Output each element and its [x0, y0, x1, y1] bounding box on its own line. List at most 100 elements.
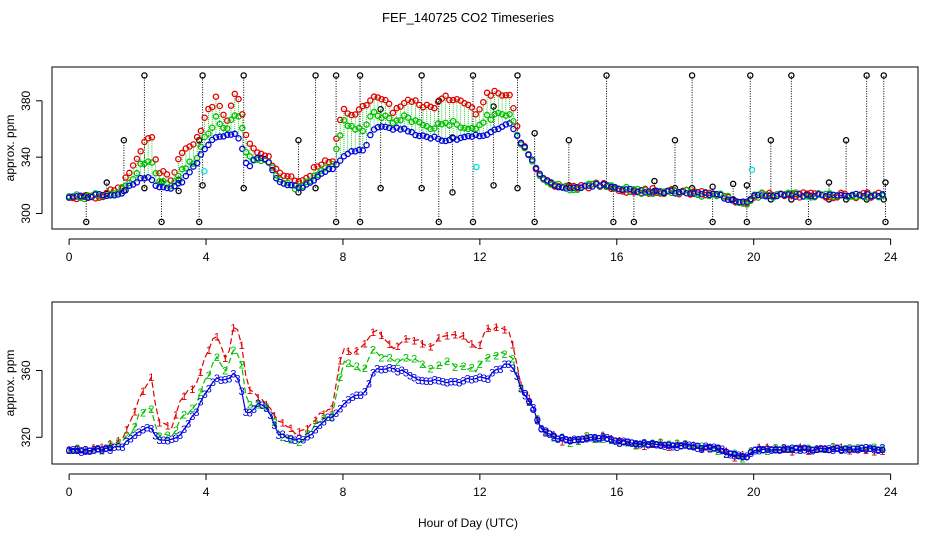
- series-3-marker: 3: [514, 371, 520, 383]
- red-point: [280, 172, 287, 179]
- series-3-circle: [632, 440, 640, 448]
- blue-point: [521, 143, 528, 151]
- series-3-marker: 3: [666, 440, 672, 452]
- black-point: [82, 218, 90, 226]
- green-point: [491, 110, 498, 118]
- blue-point: [536, 170, 544, 178]
- series-3-marker: 3: [337, 403, 343, 415]
- green-point: [363, 121, 370, 128]
- series-3-marker: 3: [267, 410, 273, 422]
- blue-point: [197, 151, 205, 158]
- series-3-marker: 3: [473, 374, 479, 386]
- series-3-marker: 3: [91, 444, 97, 456]
- series-2-marker: 2: [148, 404, 154, 416]
- series-3-marker: 3: [686, 440, 692, 452]
- series-2-marker: 2: [846, 442, 852, 454]
- green-point: [175, 172, 182, 180]
- upper-x-tick-label: 16: [610, 250, 624, 264]
- series-2-marker: 2: [419, 359, 425, 371]
- blue-point: [649, 189, 656, 196]
- series-3-marker: 3: [460, 375, 466, 387]
- series-3-marker: 3: [218, 375, 224, 387]
- series-3-circle: [686, 443, 693, 450]
- series-3-circle: [603, 435, 611, 443]
- blue-point: [675, 188, 683, 196]
- black-point: [332, 72, 340, 79]
- red-point: [608, 185, 615, 193]
- blue-point: [363, 141, 370, 149]
- lower-y-tick-label: 360: [19, 360, 33, 380]
- upper-y-axis-label: approx. ppm: [3, 115, 17, 182]
- black-point: [880, 72, 888, 79]
- series-3-circle: [620, 439, 627, 446]
- series-3-marker: 3: [748, 448, 754, 460]
- green-point: [724, 192, 732, 200]
- red-point: [141, 138, 148, 146]
- red-point: [860, 189, 867, 197]
- green-point: [216, 120, 223, 128]
- series-1-marker: 1: [518, 380, 524, 392]
- series-1-marker: 1: [501, 325, 507, 337]
- series-3-marker: 3: [464, 373, 470, 385]
- lower-x-tick-label: 24: [884, 485, 898, 499]
- series-2-marker: 2: [510, 353, 516, 365]
- blue-point: [604, 182, 611, 189]
- series-3-circle: [755, 445, 763, 453]
- series-3-marker: 3: [436, 376, 442, 388]
- black-point: [418, 72, 425, 79]
- series-3-marker: 3: [727, 449, 733, 461]
- series-3-marker: 3: [448, 376, 454, 388]
- series-3-marker: 3: [358, 390, 364, 402]
- series-1-marker: 1: [263, 399, 269, 411]
- blue-point: [314, 173, 321, 180]
- series-2-marker: 2: [280, 432, 286, 444]
- blue-point: [148, 176, 156, 184]
- series-3-marker: 3: [506, 359, 512, 371]
- series-3-marker: 3: [481, 373, 487, 385]
- blue-point: [641, 189, 649, 196]
- series-1-marker: 1: [797, 442, 803, 454]
- series-1-marker: 1: [411, 336, 417, 348]
- series-3-marker: 3: [395, 367, 401, 379]
- series-2-marker: 2: [764, 446, 770, 458]
- black-point: [356, 218, 364, 226]
- green-point: [419, 121, 427, 129]
- series-3-marker: 3: [584, 433, 590, 445]
- series-1-marker: 1: [222, 353, 228, 365]
- red-point: [193, 133, 201, 141]
- x-axis-label: Hour of Day (UTC): [418, 516, 518, 530]
- series-2-marker: 2: [82, 445, 88, 457]
- series-3-circle: [550, 432, 558, 439]
- series-3-marker: 3: [399, 365, 405, 377]
- green-point: [321, 164, 329, 171]
- blue-point: [310, 177, 318, 184]
- series-3-circle: [809, 446, 816, 454]
- series-3-marker: 3: [851, 444, 857, 456]
- series-1-marker: 1: [255, 392, 261, 404]
- series-3-marker: 3: [608, 434, 614, 446]
- series-3-marker: 3: [838, 445, 844, 457]
- series-3-marker: 3: [855, 444, 861, 456]
- series-3-marker: 3: [768, 445, 774, 457]
- series-2-marker: 2: [830, 442, 836, 454]
- green-point: [220, 124, 227, 132]
- series-1-marker: 1: [74, 445, 80, 457]
- series-3-marker: 3: [148, 423, 154, 435]
- series-3-circle: [801, 444, 808, 451]
- series-3-marker: 3: [773, 445, 779, 457]
- series-3-marker: 3: [144, 422, 150, 434]
- series-3-marker: 3: [559, 433, 565, 445]
- series-2-marker: 2: [247, 400, 253, 412]
- series-3-circle: [735, 453, 742, 460]
- red-point: [487, 92, 495, 99]
- series-3-marker: 3: [530, 403, 536, 415]
- red-point: [352, 111, 359, 118]
- green-point: [634, 185, 641, 193]
- green-point: [303, 178, 310, 185]
- blue-point: [513, 132, 521, 140]
- series-3-circle: [98, 446, 106, 453]
- red-point: [690, 188, 698, 195]
- series-3-circle: [74, 447, 81, 455]
- series-3-marker: 3: [789, 443, 795, 455]
